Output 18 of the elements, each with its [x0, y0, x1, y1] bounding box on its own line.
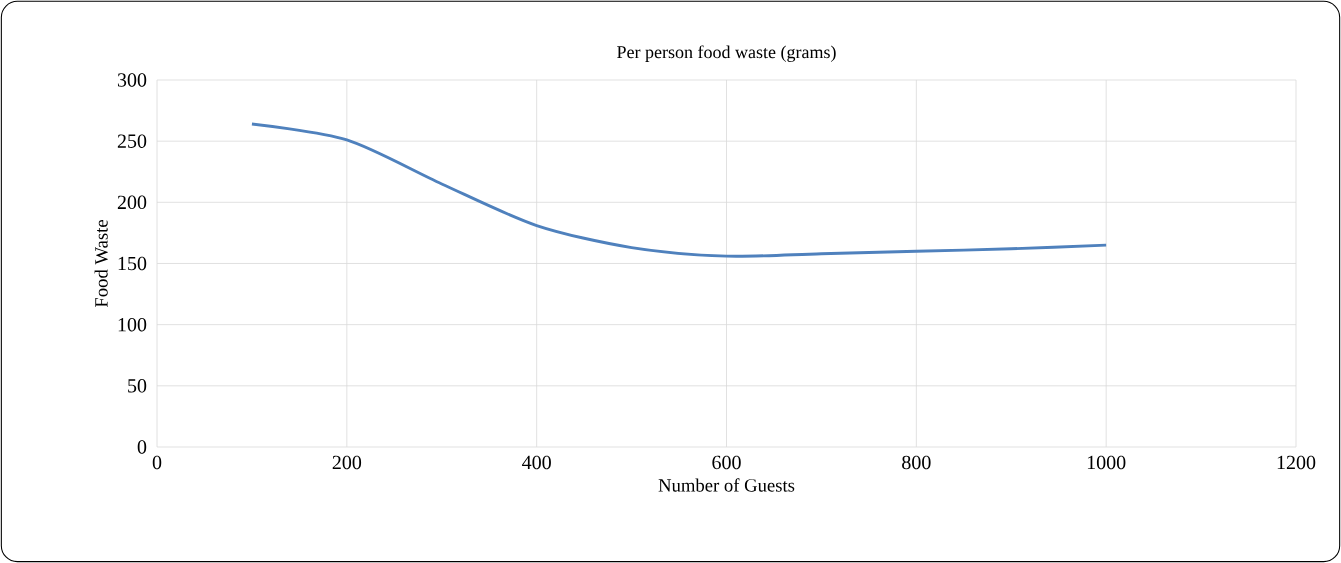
x-tick-label: 0 — [152, 455, 162, 470]
y-axis-title: Food Waste — [94, 220, 108, 308]
y-tick-label: 200 — [117, 195, 147, 210]
chart-title: Per person food waste (grams) — [617, 45, 836, 62]
x-tick-label: 800 — [902, 455, 931, 470]
y-tick-label: 150 — [118, 256, 147, 271]
y-tick-label: 300 — [117, 73, 147, 87]
x-tick-label: 200 — [332, 455, 362, 470]
y-tick-label: 250 — [117, 134, 147, 148]
line-series — [250, 122, 1108, 258]
x-tick-label: 600 — [712, 455, 741, 470]
y-tick-label: 100 — [118, 317, 147, 332]
x-tick-label: 1200 — [1277, 455, 1316, 470]
y-tick-label: 50 — [128, 379, 147, 393]
x-tick-label: 1000 — [1087, 455, 1126, 470]
x-axis-title: Number of Guests — [658, 478, 795, 492]
y-tick-label: 0 — [137, 440, 147, 454]
x-tick-label: 400 — [522, 455, 551, 470]
